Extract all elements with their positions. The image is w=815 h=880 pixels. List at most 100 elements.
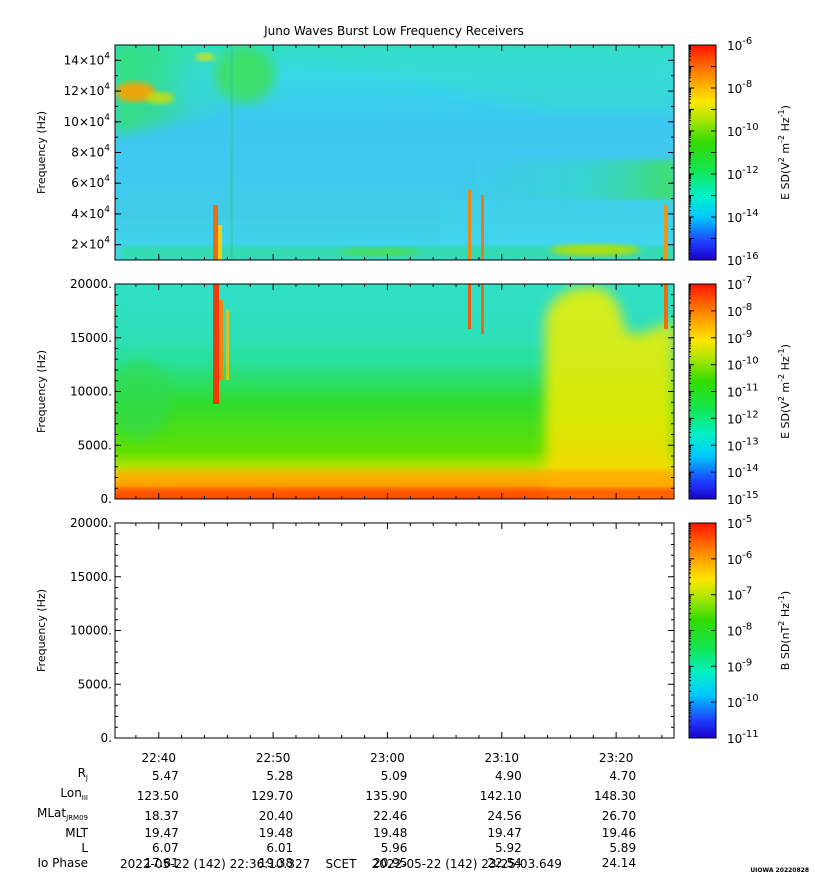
ephemeris-label: Io Phase [37,856,88,870]
ephemeris-label: RJ [77,766,88,782]
ephemeris-label: MLatJRM09 [37,806,88,822]
colorbar-tick-label: 10-14 [727,463,759,480]
colorbar-tick-label: 10-5 [727,514,752,531]
ephemeris-value: 148.30 [594,788,637,803]
ephemeris-row: LonIII 123.50 129.70 135.90 142.10 148.30 [0,786,636,806]
colorbar-tick-label: 10-12 [727,409,759,426]
ephemeris-value: 19.38 [258,856,294,870]
ephemeris-value: 4.90 [495,768,522,783]
y-tick-label: 10×104 [64,113,111,129]
ephemeris-table: RJ 5.47 5.28 5.09 4.90 4.70 LonIII 123.50 129.70… [0,766,636,871]
colorbar-tick-label: 10-12 [727,165,759,182]
colorbar-title: B SD(nT2 Hz-1) [777,591,792,670]
ephemeris-label: LonIII [60,786,88,802]
ephemeris-value: 142.10 [479,788,522,803]
ephemeris-label: MLT [65,826,88,840]
ephemeris-value: 5.09 [380,768,408,783]
axes-layer [115,44,716,739]
y-axis-title: Frequency (Hz) [35,589,48,672]
y-tick-label: 0. [101,731,112,745]
ephemeris-value: 5.28 [266,768,294,783]
y-tick-label: 10000. [70,624,112,638]
y-tick-label: 12×104 [64,82,111,98]
colorbar-tick-label: 10-11 [727,383,759,400]
y-tick-label: 4×104 [71,205,110,221]
colorbar-tick-label: 10-13 [727,436,759,453]
colorbar-tick-label: 10-10 [727,122,759,139]
ephemeris-value: 135.90 [365,788,408,803]
time-tick-label: 22:40 [141,751,176,765]
colorbar-tick-label: 10-14 [727,208,759,225]
y-tick-label: 10000. [70,385,112,399]
ephemeris-value: 5.47 [152,768,179,783]
y-tick-label: 20000. [70,277,112,291]
colorbar-tick-label: 10-8 [727,302,752,319]
plot-title: Juno Waves Burst Low Frequency Receivers [264,24,524,38]
y-axis-title: Frequency (Hz) [35,111,48,194]
colorbar-tick-label: 10-9 [727,329,752,346]
ephemeris-row: MLT 19.47 19.48 19.48 19.47 19.46 [0,826,636,841]
y-axis-title: Frequency (Hz) [35,350,48,433]
ephemeris-value: 19.46 [601,826,637,840]
y-tick-label: 15000. [70,331,112,345]
y-tick-label: 20000. [70,516,112,530]
ephemeris-value: 20.40 [258,808,294,823]
ephemeris-row: MLatJRM09 18.37 20.40 22.46 24.56 26.70 [0,806,636,826]
ephemeris-value: 26.70 [601,808,637,823]
ephemeris-value: 24.14 [601,856,637,870]
ephemeris-value: 20.95 [373,856,408,870]
y-tick-label: 2×104 [71,236,110,252]
time-tick-label: 23:00 [370,751,405,765]
y-tick-label: 6×104 [71,174,110,190]
ephemeris-value: 123.50 [136,788,179,803]
ephemeris-value: 19.48 [373,826,408,840]
labels-layer: 22:40 22:50 23:00 23:10 23:20 2×104 4×104 6×104… [35,36,792,765]
time-tick-label: 23:20 [599,751,634,765]
colorbar-tick-label: 10-10 [727,693,759,710]
ephemeris-value: 22.54 [487,856,522,870]
ephemeris-value: 19.47 [144,826,179,840]
ephemeris-row: L 6.07 6.01 5.96 5.92 5.89 [0,841,636,856]
colorbar-tick-label: 10-11 [727,729,759,746]
ephemeris-value: 24.56 [487,808,522,823]
time-tick-label: 22:50 [256,751,291,765]
ephemeris-value: 17.81 [144,856,179,870]
y-tick-label: 15000. [70,570,112,584]
y-tick-label: 0. [101,492,112,506]
colorbar-tick-label: 10-7 [727,586,752,603]
ephemeris-value: 18.37 [144,808,179,823]
y-tick-label: 8×104 [71,144,110,160]
colorbar-tick-label: 10-6 [727,550,752,567]
panel1-spectrogram [115,45,674,260]
y-tick-label: 5000. [78,438,112,452]
ephemeris-row: RJ 5.47 5.28 5.09 4.90 4.70 [0,766,637,786]
ephemeris-value: 4.70 [609,768,637,783]
ephemeris-value: 5.92 [495,841,522,855]
ephemeris-row: Io Phase 17.81 19.38 20.95 22.54 24.14 [0,856,636,871]
colorbar-tick-label: 10-9 [727,657,752,674]
ephemeris-value: 129.70 [251,788,294,803]
ephemeris-value: 5.96 [380,841,408,855]
panel3-frame [114,522,675,739]
colorbar-tick-label: 10-10 [727,356,759,373]
colorbar-title: E SD(V2 m-2 Hz-1) [777,105,792,200]
colorbar-tick-label: 10-16 [727,251,759,268]
y-tick-label: 14×104 [64,51,111,67]
ephemeris-value: 5.89 [609,841,637,855]
scet-time-range: 2022-05-22 (142) 22:36:10.327 SCET 2022-… [120,857,562,871]
colorbar-tick-label: 10-8 [727,79,752,96]
colorbar-tick-label: 10-6 [727,36,752,53]
ephemeris-value: 6.07 [152,841,179,855]
ephemeris-value: 22.46 [373,808,408,823]
colorbar-tick-label: 10-15 [727,490,759,507]
ephemeris-value: 6.01 [266,841,294,855]
ephemeris-label: L [81,841,88,855]
colorbar-tick-label: 10-7 [727,275,752,292]
panel2-spectrogram [115,284,674,499]
colorbar-tick-label: 10-8 [727,622,752,639]
ephemeris-value: 19.47 [487,826,522,840]
colorbar-title: E SD(V2 m-2 Hz-1) [777,344,792,439]
ephemeris-value: 19.48 [258,826,294,840]
credit-label: UIOWA 20220828 [750,867,809,874]
